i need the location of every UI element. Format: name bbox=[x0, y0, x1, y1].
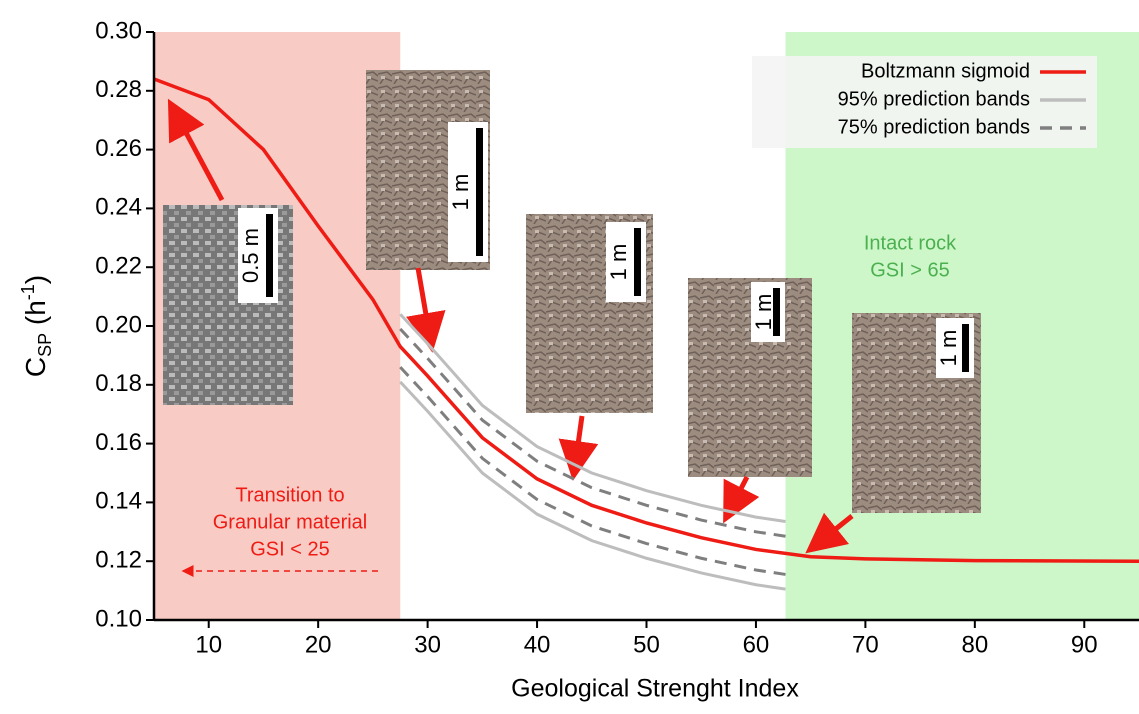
x-tick-label: 60 bbox=[743, 631, 770, 658]
x-tick-label: 80 bbox=[961, 631, 988, 658]
legend-box bbox=[752, 56, 1097, 148]
y-tick-label: 0.30 bbox=[95, 17, 142, 44]
pointer-arrow bbox=[723, 475, 760, 524]
scale-bar bbox=[634, 228, 641, 296]
scale-label: 1 m bbox=[448, 174, 473, 211]
series-line bbox=[399, 327, 786, 538]
pointer-arrow bbox=[406, 267, 446, 353]
x-axis-label: Geological Strenght Index bbox=[511, 675, 799, 703]
x-tick-label: 40 bbox=[524, 631, 551, 658]
legend-label: Boltzmann sigmoid bbox=[861, 60, 1030, 82]
scale-bar bbox=[962, 324, 969, 372]
scale-label: 1 m bbox=[606, 244, 631, 281]
y-tick-label: 0.18 bbox=[95, 370, 142, 397]
annotation: GSI < 25 bbox=[250, 538, 330, 560]
y-tick-label: 0.10 bbox=[95, 605, 142, 632]
scale-bar bbox=[266, 214, 273, 297]
annotation: Intact rock bbox=[864, 232, 957, 254]
scale-label: 1 m bbox=[751, 294, 776, 331]
y-tick-label: 0.28 bbox=[95, 76, 142, 103]
x-tick-label: 10 bbox=[195, 631, 222, 658]
y-tick-label: 0.16 bbox=[95, 429, 142, 456]
legend-label: 95% prediction bands bbox=[838, 88, 1030, 110]
series-line bbox=[399, 313, 786, 523]
photo bbox=[688, 278, 812, 477]
scale-label: 1 m bbox=[936, 330, 961, 367]
scale-bar bbox=[773, 288, 780, 336]
y-tick-label: 0.20 bbox=[95, 311, 142, 338]
annotation: Transition to bbox=[235, 484, 344, 506]
x-tick-label: 30 bbox=[414, 631, 441, 658]
series-line bbox=[399, 380, 786, 591]
y-tick-label: 0.24 bbox=[95, 194, 142, 221]
scale-label: 0.5 m bbox=[238, 228, 263, 283]
legend-label: 75% prediction bands bbox=[838, 116, 1030, 138]
annotation: Granular material bbox=[213, 511, 368, 533]
y-label-end: ) bbox=[20, 275, 51, 284]
y-tick-label: 0.14 bbox=[95, 488, 142, 515]
y-label-sub: SP bbox=[35, 333, 55, 357]
y-tick-label: 0.26 bbox=[95, 135, 142, 162]
y-label-mid: (h bbox=[20, 300, 51, 333]
x-tick-label: 70 bbox=[852, 631, 879, 658]
x-tick-label: 50 bbox=[633, 631, 660, 658]
x-tick-label: 90 bbox=[1071, 631, 1098, 658]
y-tick-label: 0.22 bbox=[95, 253, 142, 280]
y-tick-label: 0.12 bbox=[95, 547, 142, 574]
pointer-arrow bbox=[805, 512, 854, 554]
series-line bbox=[153, 77, 1139, 563]
scale-bar bbox=[476, 128, 483, 256]
y-axis-label: CSP (h-1) bbox=[18, 275, 55, 377]
pointer-arrow bbox=[167, 98, 225, 202]
annotation: GSI > 65 bbox=[870, 259, 950, 281]
x-tick-label: 20 bbox=[305, 631, 332, 658]
series-line bbox=[399, 366, 786, 576]
pointer-arrow bbox=[558, 415, 599, 481]
y-label-base: C bbox=[20, 357, 51, 377]
y-label-sup: -1 bbox=[18, 284, 38, 300]
